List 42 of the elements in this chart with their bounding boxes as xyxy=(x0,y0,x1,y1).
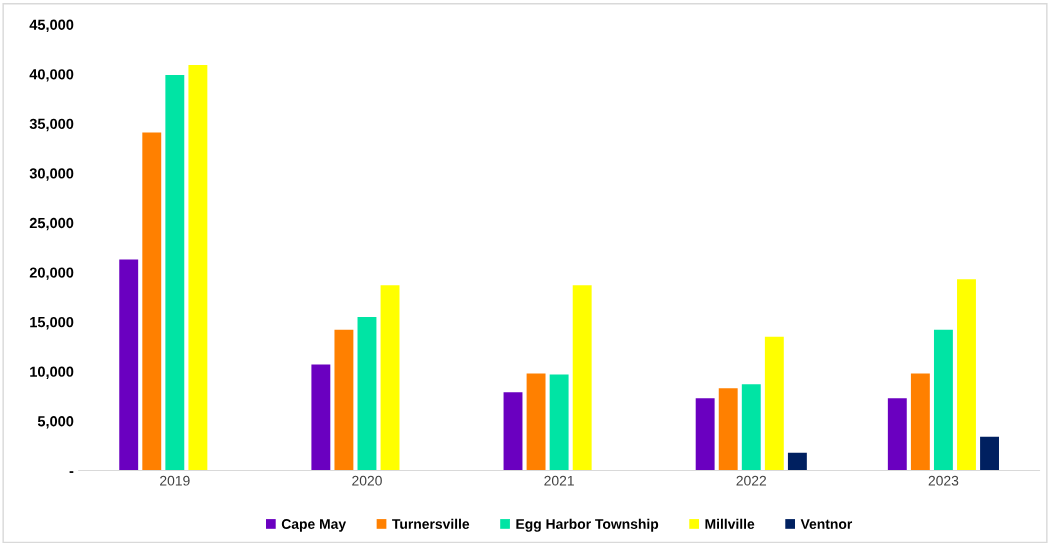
legend-label: Turnersville xyxy=(392,518,470,529)
bar xyxy=(165,75,185,471)
y-tick-label: - xyxy=(69,471,74,473)
legend-label: Cape May xyxy=(281,519,347,532)
y-tick-label: 20,000 xyxy=(29,267,74,280)
x-tick-label: 2019 xyxy=(160,475,190,486)
x-tick-label: 2021 xyxy=(544,475,574,486)
legend-label: Egg Harbor Township xyxy=(516,518,659,532)
x-tick-label: 2023 xyxy=(928,475,959,486)
y-tick-label: 35,000 xyxy=(29,118,74,132)
legend-label: Ventnor xyxy=(800,519,853,529)
y-tick-label: 5,000 xyxy=(37,416,74,429)
bar xyxy=(119,259,139,471)
bar xyxy=(887,398,907,471)
x-tick-label: 2022 xyxy=(736,475,767,486)
bar xyxy=(526,373,546,471)
x-tick-label: 2020 xyxy=(352,475,382,486)
y-tick-label: 25,000 xyxy=(29,217,74,231)
bar xyxy=(933,329,953,471)
bar xyxy=(380,285,400,471)
bar xyxy=(957,279,976,471)
bar xyxy=(188,65,208,471)
bar xyxy=(357,316,377,471)
bar xyxy=(787,452,807,471)
y-tick-label: 10,000 xyxy=(30,366,74,379)
bar xyxy=(980,436,999,471)
bar xyxy=(334,329,354,471)
bar xyxy=(741,384,761,471)
bar xyxy=(695,398,715,471)
y-tick-label: 40,000 xyxy=(29,69,74,82)
bar xyxy=(910,373,930,471)
bar xyxy=(503,392,523,471)
y-tick-label: 30,000 xyxy=(29,168,74,181)
bar xyxy=(764,336,784,471)
bar xyxy=(718,388,738,471)
y-tick-label: 45,000 xyxy=(29,19,74,33)
y-tick-label: 15,000 xyxy=(30,316,74,330)
bar xyxy=(311,364,331,471)
bar xyxy=(142,132,162,471)
bar xyxy=(572,285,592,471)
bar xyxy=(549,374,569,471)
legend-label: Millville xyxy=(705,518,755,529)
